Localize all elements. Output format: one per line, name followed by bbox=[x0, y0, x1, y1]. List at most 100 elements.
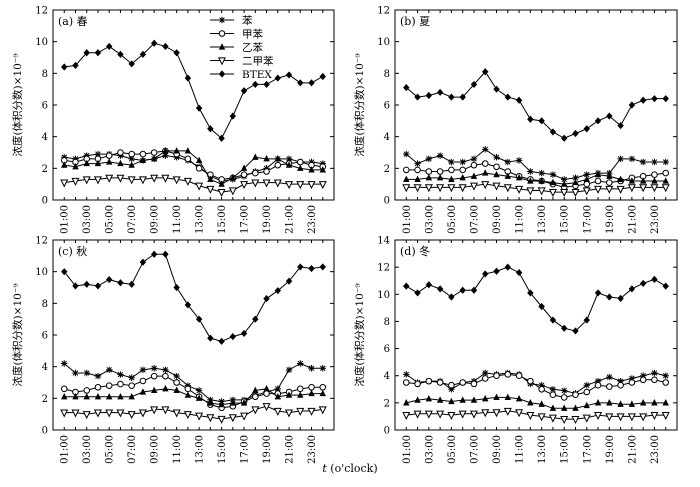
y-tick-label: 6 bbox=[42, 331, 48, 342]
data-point bbox=[617, 155, 624, 163]
series-line bbox=[406, 172, 666, 185]
data-point bbox=[572, 327, 579, 335]
data-point bbox=[252, 169, 259, 177]
data-point bbox=[561, 324, 568, 332]
data-point bbox=[436, 379, 444, 386]
data-point bbox=[469, 410, 478, 419]
data-point bbox=[527, 399, 534, 406]
data-point bbox=[662, 399, 669, 406]
data-point bbox=[139, 258, 147, 266]
data-point bbox=[594, 399, 602, 406]
data-point bbox=[150, 174, 159, 183]
data-point bbox=[561, 180, 568, 187]
data-point bbox=[470, 380, 478, 388]
panel-label: (d) 冬 bbox=[400, 244, 430, 258]
data-point bbox=[195, 412, 204, 421]
data-point bbox=[606, 112, 613, 120]
data-point bbox=[240, 171, 248, 178]
data-point bbox=[150, 386, 158, 394]
data-point bbox=[425, 394, 433, 402]
data-point bbox=[207, 399, 214, 406]
y-tick-label: 12 bbox=[377, 6, 390, 17]
data-point bbox=[150, 155, 158, 162]
data-point bbox=[414, 396, 421, 403]
data-point bbox=[628, 400, 636, 407]
data-point bbox=[285, 181, 294, 190]
data-point bbox=[184, 74, 192, 82]
data-point bbox=[139, 150, 147, 158]
x-tick-label: 11:00 bbox=[172, 205, 183, 234]
data-point bbox=[481, 181, 490, 190]
data-point bbox=[403, 399, 410, 406]
data-point bbox=[482, 394, 489, 402]
series-triangle-down bbox=[402, 407, 670, 425]
series-triangle-down bbox=[402, 181, 670, 198]
data-point bbox=[127, 176, 136, 185]
data-point bbox=[482, 369, 489, 377]
data-point bbox=[172, 176, 181, 185]
data-point bbox=[60, 385, 68, 393]
data-point bbox=[402, 184, 411, 193]
data-point bbox=[549, 171, 557, 178]
data-point bbox=[105, 174, 114, 183]
data-point bbox=[162, 147, 169, 154]
data-point bbox=[583, 316, 590, 324]
data-point bbox=[583, 388, 591, 396]
data-point bbox=[139, 388, 147, 395]
data-point bbox=[425, 174, 433, 181]
data-point bbox=[616, 413, 625, 422]
x-tick-label: 21:00 bbox=[627, 435, 638, 464]
x-tick-label: 01:00 bbox=[402, 205, 413, 234]
data-point bbox=[561, 176, 568, 183]
data-point bbox=[651, 171, 658, 178]
data-point bbox=[594, 185, 603, 194]
data-point bbox=[651, 95, 658, 103]
series-diamond bbox=[61, 250, 326, 345]
x-tick-label: 15:00 bbox=[217, 435, 228, 464]
data-point bbox=[173, 283, 180, 292]
data-point bbox=[184, 385, 192, 393]
data-point bbox=[572, 391, 579, 399]
data-point bbox=[493, 267, 500, 275]
data-point bbox=[93, 409, 102, 418]
data-point bbox=[218, 337, 225, 345]
data-point bbox=[173, 49, 180, 57]
x-tick-label: 13:00 bbox=[195, 435, 206, 464]
data-point bbox=[184, 301, 192, 309]
data-point bbox=[252, 386, 259, 394]
legend-marker bbox=[218, 43, 226, 50]
series-line bbox=[64, 42, 324, 140]
data-point bbox=[527, 177, 534, 184]
data-point bbox=[94, 49, 102, 57]
data-point bbox=[105, 382, 113, 389]
x-tick-label: 01:00 bbox=[402, 435, 413, 464]
y-tick-label: 10 bbox=[377, 37, 390, 48]
x-tick-label: 03:00 bbox=[82, 205, 93, 234]
data-point bbox=[425, 155, 433, 163]
data-point bbox=[482, 146, 489, 153]
data-point bbox=[71, 409, 80, 418]
data-point bbox=[128, 280, 135, 288]
data-point bbox=[71, 177, 80, 186]
data-point bbox=[617, 400, 624, 407]
data-point bbox=[273, 179, 282, 188]
series-line bbox=[406, 266, 666, 332]
data-point bbox=[217, 188, 226, 198]
data-point bbox=[617, 175, 624, 183]
data-point bbox=[470, 172, 478, 179]
data-point bbox=[207, 125, 214, 133]
y-tick-label: 10 bbox=[35, 37, 48, 48]
x-tick-label: 11:00 bbox=[515, 435, 526, 464]
data-point bbox=[493, 393, 500, 401]
data-point bbox=[252, 393, 259, 401]
data-point bbox=[139, 377, 147, 385]
data-point bbox=[515, 268, 523, 277]
data-point bbox=[482, 169, 489, 176]
data-point bbox=[594, 377, 602, 385]
panel-label: (b) 夏 bbox=[400, 15, 430, 28]
data-point bbox=[207, 334, 214, 342]
data-point bbox=[297, 263, 304, 271]
y-tick-label: 2 bbox=[42, 394, 48, 405]
data-point bbox=[594, 289, 602, 297]
